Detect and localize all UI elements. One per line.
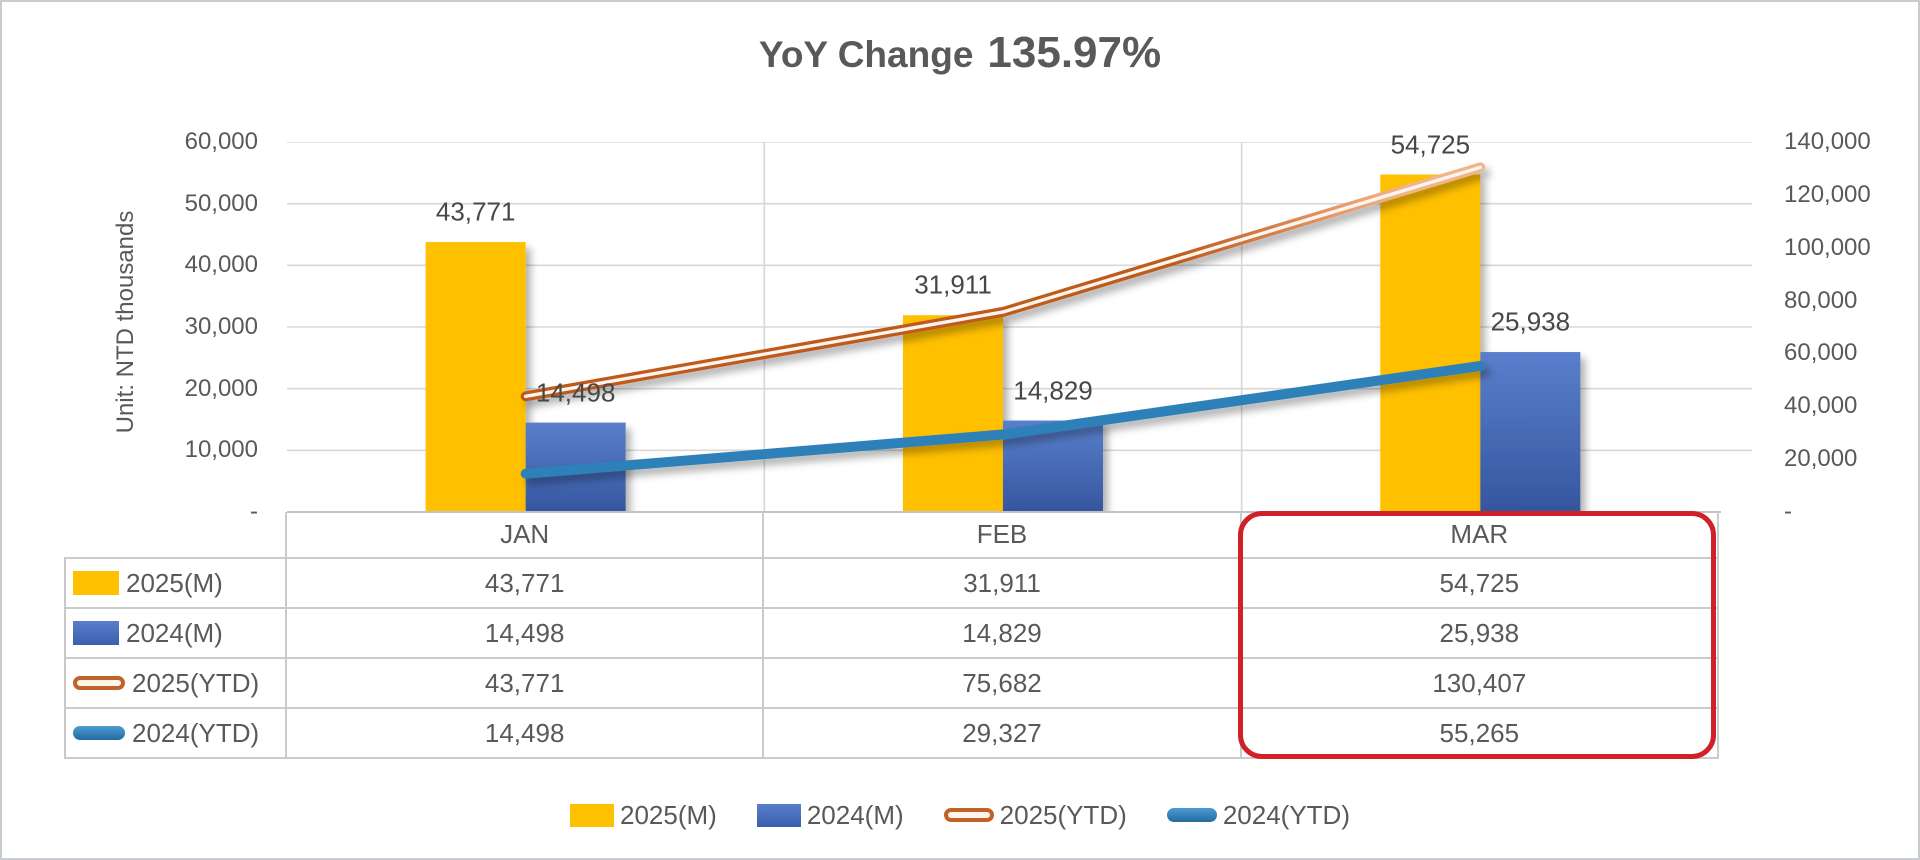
left-axis-tick-label: 20,000 <box>184 374 258 402</box>
table-series-name: 2024(M) <box>126 617 223 648</box>
data-table: JAN FEB MAR 2025(M) 43,771 31,911 54,725 2024(M… <box>64 512 1719 759</box>
legend-swatch-line-2025(YTD) <box>73 676 125 690</box>
right-axis-tick-label: 60,000 <box>1784 339 1858 367</box>
legend-label-2024(YTD): 2024(YTD) <box>1222 799 1350 830</box>
legend-label-2025(YTD): 2025(YTD) <box>999 799 1127 830</box>
chart-title-value: 135.97% <box>987 28 1162 77</box>
table-key-cell-2025(YTD): 2025(YTD) <box>64 659 287 709</box>
table-value-2025(YTD)-MAR: 130,407 <box>1241 659 1719 709</box>
table-header-JAN: JAN <box>287 512 765 559</box>
table-header-MAR: MAR <box>1241 512 1719 559</box>
table-value-2025(YTD)-FEB: 75,682 <box>764 659 1242 709</box>
legend-label-2024(M): 2024(M) <box>806 799 904 830</box>
legend-item-2025(M): 2025(M) <box>570 800 717 831</box>
bar-2025(M)-MAR <box>1380 174 1481 512</box>
left-axis-tick-label: 30,000 <box>184 313 258 340</box>
data-table-left-border <box>64 559 66 759</box>
table-series-name: 2025(YTD) <box>132 667 260 698</box>
left-axis-tick-label: 40,000 <box>184 251 258 279</box>
legend-item-2024(YTD): 2024(YTD) <box>1166 799 1350 831</box>
chart-title-text: YoY Change <box>758 34 974 75</box>
legend-swatch-line-2024(YTD) <box>1166 808 1217 822</box>
right-axis-tick-label: - <box>1784 498 1792 525</box>
table-key-cell-2025(M): 2025(M) <box>64 559 287 609</box>
left-axis-tick-label: 10,000 <box>184 436 258 464</box>
table-value-2024(M)-MAR: 25,938 <box>1241 609 1719 659</box>
x-axis-line <box>287 511 1721 513</box>
table-series-name: 2024(YTD) <box>132 717 260 748</box>
table-value-2025(M)-MAR: 54,725 <box>1241 559 1719 609</box>
plot-area <box>287 142 1752 512</box>
table-value-2024(YTD)-MAR: 55,265 <box>1241 709 1719 759</box>
legend-swatch-line-2025(YTD) <box>943 808 994 822</box>
line-2024(YTD) <box>520 360 1486 479</box>
chart-legend: 2025(M) 2024(M) 2025(YTD) 2024(YTD) <box>2 790 1918 840</box>
legend-swatch-bar-2024(M) <box>73 621 119 645</box>
table-series-name: 2025(M) <box>126 567 223 598</box>
right-axis-tick-label: 100,000 <box>1784 233 1871 261</box>
table-value-2025(YTD)-JAN: 43,771 <box>287 659 765 709</box>
table-value-2025(M)-FEB: 31,911 <box>764 559 1242 609</box>
bar-2024(M)-MAR <box>1480 352 1581 512</box>
left-axis-tick-label: 60,000 <box>184 128 258 155</box>
bar-2025(M)-JAN <box>425 242 526 512</box>
right-axis-tick-label: 80,000 <box>1784 286 1858 314</box>
legend-label-2025(M): 2025(M) <box>620 799 717 830</box>
legend-swatch-bar-2024(M) <box>756 803 801 827</box>
right-axis-tick-label: 140,000 <box>1784 128 1871 155</box>
right-axis-tick-label: 20,000 <box>1784 445 1858 473</box>
table-value-2025(M)-JAN: 43,771 <box>287 559 765 609</box>
table-header-FEB: FEB <box>764 512 1242 559</box>
legend-swatch-bar-2025(M) <box>73 571 119 595</box>
table-value-2024(M)-FEB: 14,829 <box>764 609 1242 659</box>
left-axis-tick-label: - <box>250 498 258 525</box>
legend-swatch-bar-2025(M) <box>570 803 615 827</box>
table-corner-blank-cell <box>64 512 287 559</box>
table-key-cell-2024(M): 2024(M) <box>64 609 287 659</box>
right-axis-tick-label: 120,000 <box>1784 180 1871 208</box>
legend-item-2024(M): 2024(M) <box>756 799 904 831</box>
legend-item-2025(YTD): 2025(YTD) <box>943 799 1127 831</box>
table-value-2024(YTD)-FEB: 29,327 <box>764 709 1242 759</box>
right-axis-tick-label: 40,000 <box>1784 392 1858 420</box>
table-key-cell-2024(YTD): 2024(YTD) <box>64 709 287 759</box>
legend-swatch-line-2024(YTD) <box>73 726 125 740</box>
left-axis-tick-label: 50,000 <box>184 189 258 217</box>
chart-title: YoY Change 135.97% <box>2 28 1918 78</box>
line-inner-stripe-2025(YTD) <box>523 165 1483 399</box>
table-value-2024(YTD)-JAN: 14,498 <box>287 709 765 759</box>
table-value-2024(M)-JAN: 14,498 <box>287 609 765 659</box>
bar-2025(M)-FEB <box>903 315 1003 512</box>
